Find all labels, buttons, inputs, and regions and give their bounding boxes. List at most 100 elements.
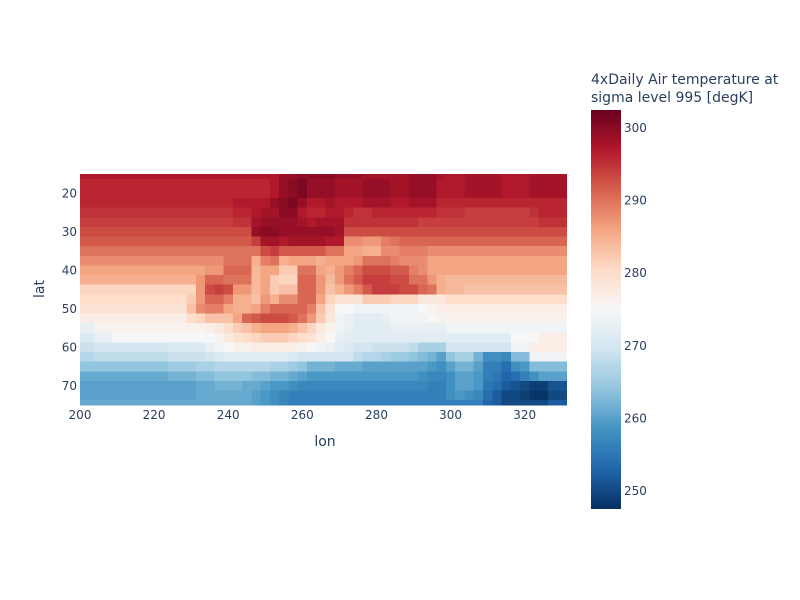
heatmap-cell[interactable] [538, 198, 549, 209]
heatmap-cell[interactable] [464, 255, 475, 266]
heatmap-cell[interactable] [482, 178, 493, 189]
heatmap-cell[interactable] [306, 198, 317, 209]
heatmap-cell[interactable] [325, 226, 336, 237]
heatmap-cell[interactable] [260, 174, 271, 180]
heatmap-cell[interactable] [371, 174, 382, 180]
heatmap-cell[interactable] [547, 342, 558, 353]
heatmap-cell[interactable] [112, 207, 123, 218]
heatmap-cell[interactable] [445, 236, 456, 247]
heatmap-cell[interactable] [177, 342, 187, 353]
heatmap-cell[interactable] [334, 400, 345, 406]
heatmap-cell[interactable] [251, 313, 262, 324]
heatmap-cell[interactable] [260, 198, 271, 209]
heatmap-cell[interactable] [121, 178, 132, 189]
heatmap-cell[interactable] [297, 178, 308, 189]
heatmap-cell[interactable] [168, 265, 178, 276]
heatmap-cell[interactable] [306, 188, 317, 199]
heatmap-cell[interactable] [177, 390, 187, 401]
heatmap-cell[interactable] [214, 361, 224, 372]
heatmap-cell[interactable] [121, 284, 132, 295]
heatmap-cell[interactable] [427, 313, 438, 324]
heatmap-cell[interactable] [288, 265, 299, 276]
heatmap-cell[interactable] [242, 284, 252, 295]
heatmap-cell[interactable] [205, 313, 215, 324]
heatmap-cell[interactable] [177, 400, 187, 406]
heatmap-cell[interactable] [325, 255, 336, 266]
heatmap-cell[interactable] [103, 265, 113, 276]
heatmap-cell[interactable] [399, 284, 410, 295]
heatmap-cell[interactable] [223, 217, 234, 228]
heatmap-cell[interactable] [381, 294, 391, 305]
heatmap-cell[interactable] [112, 390, 123, 401]
heatmap-cell[interactable] [390, 284, 401, 295]
heatmap-cell[interactable] [168, 352, 178, 363]
heatmap-cell[interactable] [288, 226, 299, 237]
heatmap-cell[interactable] [334, 198, 345, 209]
heatmap-cell[interactable] [362, 390, 373, 401]
heatmap-cell[interactable] [445, 380, 456, 391]
heatmap-cell[interactable] [140, 284, 150, 295]
heatmap-cell[interactable] [381, 303, 391, 314]
heatmap-cell[interactable] [547, 390, 558, 401]
heatmap-cell[interactable] [288, 178, 299, 189]
heatmap-cell[interactable] [260, 390, 271, 401]
heatmap-cell[interactable] [371, 255, 382, 266]
heatmap-cell[interactable] [436, 226, 447, 237]
heatmap-cell[interactable] [455, 174, 465, 180]
heatmap-cell[interactable] [279, 236, 289, 247]
heatmap-cell[interactable] [186, 303, 197, 314]
heatmap-cell[interactable] [362, 342, 373, 353]
heatmap-cell[interactable] [84, 303, 95, 314]
heatmap-cell[interactable] [390, 255, 401, 266]
heatmap-cell[interactable] [130, 226, 141, 237]
heatmap-cell[interactable] [482, 226, 493, 237]
heatmap-cell[interactable] [186, 294, 197, 305]
heatmap-cell[interactable] [399, 323, 410, 334]
heatmap-cell[interactable] [158, 294, 169, 305]
heatmap-cell[interactable] [501, 323, 512, 334]
heatmap-cell[interactable] [371, 361, 382, 372]
heatmap-cell[interactable] [436, 400, 447, 406]
heatmap-cell[interactable] [492, 275, 502, 286]
heatmap-cell[interactable] [232, 217, 243, 228]
heatmap-cell[interactable] [205, 275, 215, 286]
heatmap-cell[interactable] [455, 400, 465, 406]
heatmap-cell[interactable] [344, 226, 354, 237]
heatmap-cell[interactable] [520, 390, 530, 401]
heatmap-cell[interactable] [195, 390, 206, 401]
heatmap-cell[interactable] [84, 265, 95, 276]
heatmap-cell[interactable] [455, 380, 465, 391]
heatmap-cell[interactable] [140, 332, 150, 343]
heatmap-cell[interactable] [112, 400, 123, 406]
heatmap-cell[interactable] [80, 265, 86, 276]
heatmap-cell[interactable] [251, 390, 262, 401]
heatmap-cell[interactable] [177, 217, 187, 228]
heatmap-cell[interactable] [84, 380, 95, 391]
heatmap-cell[interactable] [547, 188, 558, 199]
heatmap-cell[interactable] [260, 265, 271, 276]
heatmap-cell[interactable] [177, 371, 187, 382]
heatmap-cell[interactable] [149, 400, 160, 406]
heatmap-cell[interactable] [557, 313, 567, 324]
heatmap-cell[interactable] [436, 342, 447, 353]
heatmap-cell[interactable] [381, 178, 391, 189]
heatmap-cell[interactable] [223, 284, 234, 295]
heatmap-cell[interactable] [418, 275, 428, 286]
heatmap-cell[interactable] [158, 174, 169, 180]
heatmap-cell[interactable] [344, 371, 354, 382]
heatmap-cell[interactable] [297, 217, 308, 228]
heatmap-cell[interactable] [177, 236, 187, 247]
heatmap-cell[interactable] [501, 371, 512, 382]
heatmap-cell[interactable] [168, 323, 178, 334]
heatmap-cell[interactable] [353, 400, 363, 406]
heatmap-cell[interactable] [232, 246, 243, 257]
heatmap-cell[interactable] [334, 332, 345, 343]
heatmap-cell[interactable] [399, 198, 410, 209]
heatmap-cell[interactable] [103, 236, 113, 247]
heatmap-cell[interactable] [547, 236, 558, 247]
heatmap-cell[interactable] [232, 178, 243, 189]
heatmap-cell[interactable] [547, 371, 558, 382]
heatmap-cell[interactable] [158, 323, 169, 334]
heatmap-cell[interactable] [529, 236, 539, 247]
heatmap-cell[interactable] [306, 400, 317, 406]
